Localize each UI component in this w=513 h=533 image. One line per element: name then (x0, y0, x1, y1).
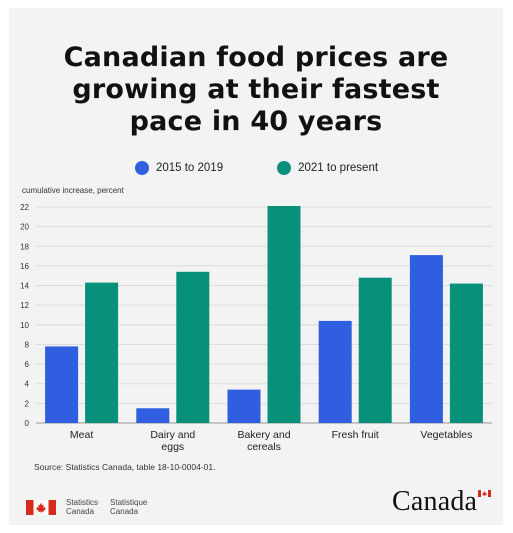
bar-series1-4 (409, 255, 443, 423)
agency-fr-line-2: Canada (110, 507, 139, 516)
bar-series2-1 (176, 271, 210, 423)
legend-swatch-green (277, 161, 292, 175)
y-tick-label: 6 (25, 360, 30, 369)
y-tick-labels: 0 2 4 6 8 10 12 14 16 18 20 22 (20, 203, 29, 428)
canada-flag-icon (26, 499, 56, 515)
y-tick-label: 8 (25, 340, 30, 349)
legend-label-2021-present: 2021 to present (298, 162, 379, 174)
legend-swatch-blue (134, 161, 149, 175)
bar-series1-3 (318, 320, 352, 423)
x-category-label: Vegetables (420, 429, 472, 441)
agency-name: Statistics Canada Statistique Canada (66, 498, 147, 516)
x-category-label: eggs (161, 441, 184, 453)
legend-label-2015-2019: 2015 to 2019 (155, 162, 224, 174)
agency-en-line-1: Statistics (66, 498, 99, 507)
title-line-2: growing at their fastest (72, 74, 440, 105)
y-tick-label: 14 (20, 282, 29, 291)
y-tick-label: 0 (25, 419, 30, 428)
statcan-signature: Statistics Canada Statistique Canada (26, 498, 147, 516)
wordmark-flag-icon (478, 490, 491, 497)
title-line-1: Canadian food prices are (63, 42, 449, 73)
legend-item-2021-present: 2021 to present (277, 161, 378, 175)
bar-series2-4 (449, 283, 483, 423)
x-category-label: Meat (70, 429, 93, 441)
canada-wordmark: Canada (392, 486, 478, 517)
chart-title: Canadian food prices are growing at thei… (9, 42, 503, 138)
x-category-label: Bakery and (237, 429, 290, 441)
bar-series1-2 (227, 389, 261, 423)
y-tick-label: 18 (20, 242, 29, 251)
legend: 2015 to 2019 2021 to present (0, 161, 513, 175)
y-tick-label: 2 (25, 399, 30, 408)
y-tick-label: 10 (20, 321, 29, 330)
bar-series2-0 (85, 282, 119, 423)
source-note: Source: Statistics Canada, table 18-10-0… (34, 462, 216, 472)
y-tick-label: 16 (20, 262, 29, 271)
x-category-label: Fresh fruit (332, 429, 379, 441)
legend-item-2015-2019: 2015 to 2019 (134, 161, 224, 175)
bars (45, 206, 483, 423)
y-tick-label: 22 (20, 203, 29, 212)
title-line-3: pace in 40 years (129, 106, 383, 137)
y-tick-label: 12 (20, 301, 29, 310)
bar-series2-2 (267, 206, 301, 423)
y-axis-unit-label: cumulative increase, percent (22, 186, 124, 195)
bar-series2-3 (358, 277, 392, 423)
agency-en-line-2: Canada (66, 507, 95, 516)
x-category-label: Dairy and (150, 429, 195, 441)
y-tick-label: 20 (20, 223, 29, 232)
x-category-label: cereals (247, 441, 281, 453)
bar-series1-0 (45, 346, 79, 423)
y-tick-label: 4 (25, 380, 30, 389)
bar-series1-1 (136, 408, 170, 423)
agency-fr-line-1: Statistique (110, 498, 148, 507)
